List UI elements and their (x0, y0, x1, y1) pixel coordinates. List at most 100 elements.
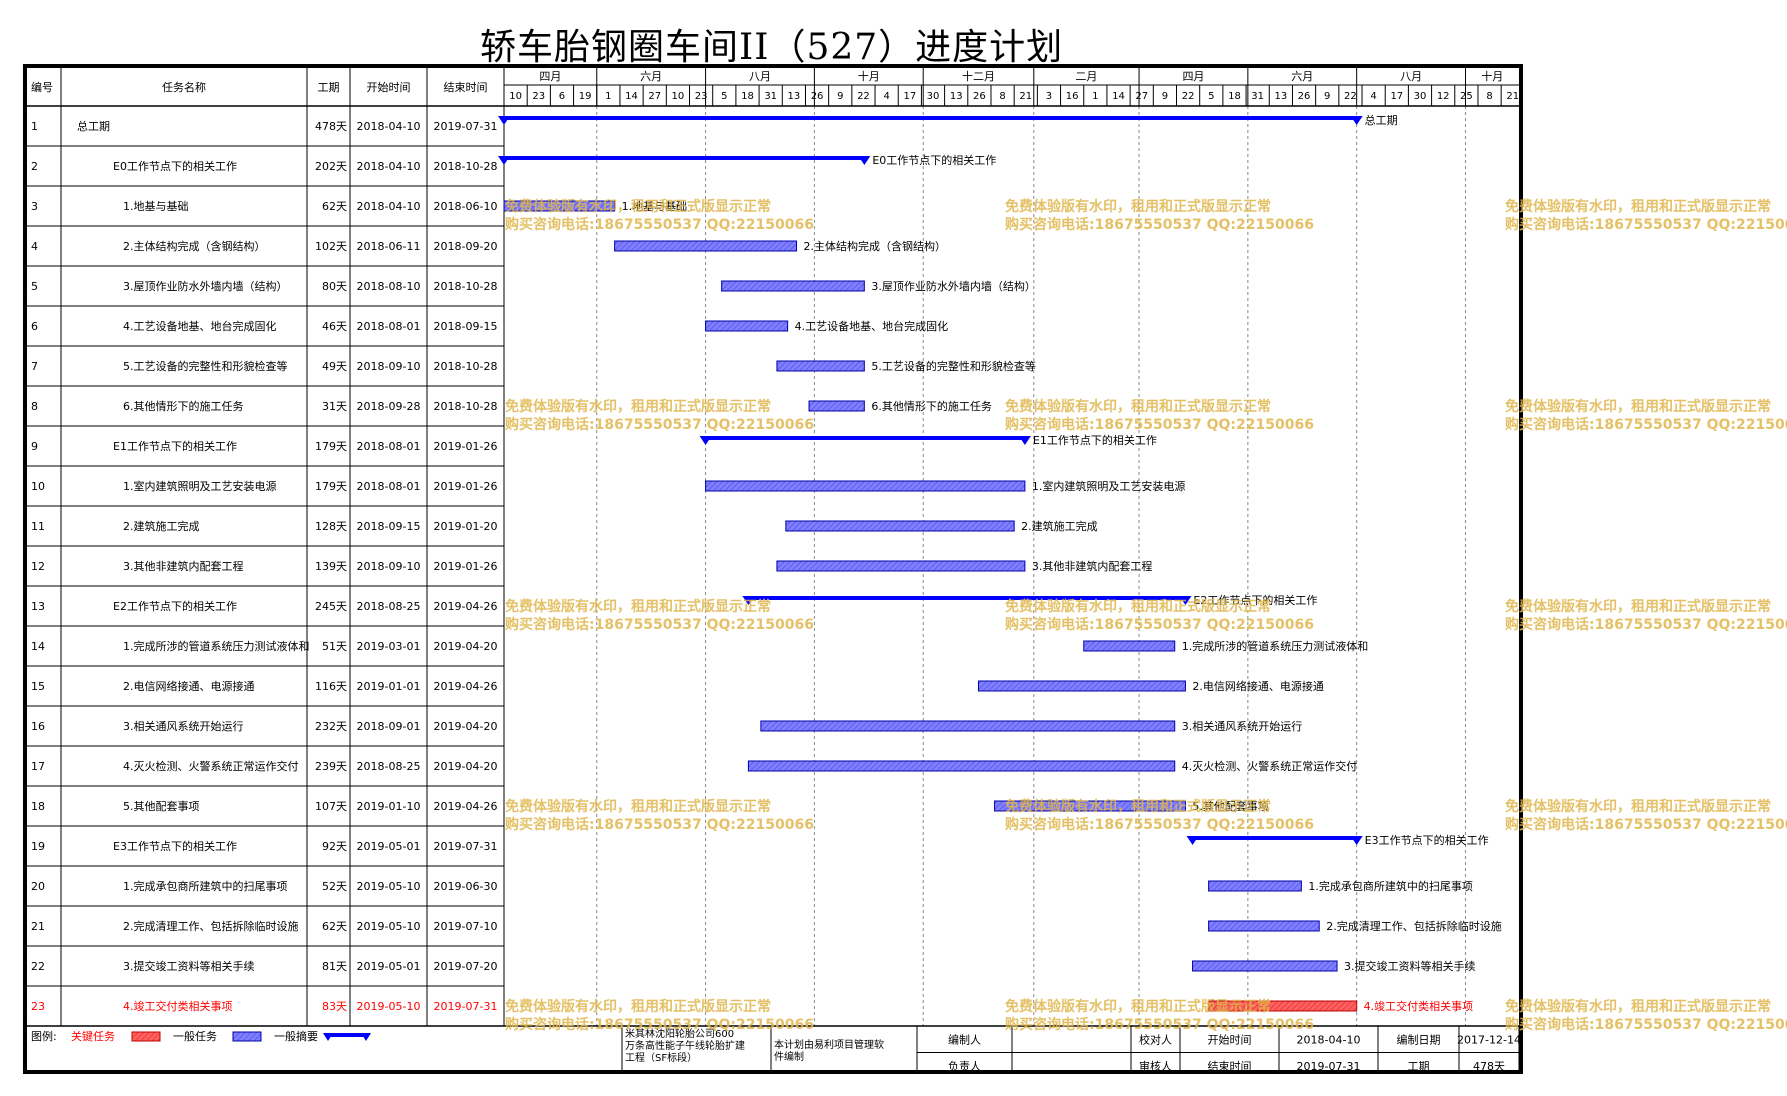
footer-compiler-label: 编制人 (948, 1032, 981, 1046)
task-duration: 92天 (322, 840, 347, 853)
day-label: 9 (1162, 91, 1168, 102)
task-duration: 107天 (315, 800, 347, 813)
bar-label: 1.地基与基础 (622, 200, 688, 213)
watermark-line-1: 免费体验版有水印，租用和正式版显示正常 (1505, 399, 1771, 415)
summary-start-marker (1186, 836, 1199, 845)
task-end: 2019-04-20 (434, 720, 498, 733)
task-row-5: 5 3.屋顶作业防水外墙内墙（结构） 80天 2018-08-10 2018-10-28… (31, 279, 1036, 293)
day-label: 17 (903, 91, 916, 102)
task-bar (776, 360, 865, 372)
day-label: 30 (927, 91, 940, 102)
footer-made-date-label: 编制日期 (1397, 1032, 1441, 1046)
task-start: 2018-09-10 (357, 560, 421, 573)
task-bar (760, 720, 1176, 732)
task-name: 4.工艺设备地基、地台完成固化 (123, 319, 277, 333)
task-id: 12 (31, 560, 45, 573)
footer-owner-label: 负责人 (948, 1059, 981, 1070)
day-label: 6 (559, 91, 565, 102)
bar-label: 2.电信网络接通、电源接通 (1192, 679, 1324, 693)
day-label: 23 (695, 91, 708, 102)
day-label: 14 (625, 91, 638, 102)
day-label: 23 (532, 91, 545, 102)
task-id: 15 (31, 680, 45, 693)
summary-start-marker (742, 596, 755, 605)
summary-end-marker (1179, 596, 1192, 605)
summary-end-marker (1350, 116, 1363, 125)
task-start: 2018-08-01 (357, 320, 421, 333)
task-bar (1083, 640, 1176, 652)
bar-label: 1.完成承包商所建筑中的扫尾事项 (1308, 879, 1473, 893)
bar-label: 2.完成清理工作、包括拆除临时设施 (1326, 919, 1502, 933)
task-name: 3.提交竣工资料等相关手续 (123, 959, 255, 973)
task-id: 17 (31, 760, 45, 773)
task-row-16: 16 3.相关通风系统开始运行 232天 2018-09-01 2019-04-20 3.… (31, 719, 1302, 733)
summary-start-marker (699, 436, 712, 445)
task-row-11: 11 2.建筑施工完成 128天 2018-09-15 2019-01-20 2.建筑施工… (31, 519, 1098, 533)
task-end: 2018-09-20 (434, 240, 498, 253)
task-id: 2 (31, 160, 38, 173)
bar-label: 5.其他配套事项 (1192, 800, 1269, 813)
day-label: 4 (883, 91, 889, 102)
day-label: 3 (1046, 91, 1052, 102)
summary-end-marker (1018, 436, 1031, 445)
task-bar (808, 400, 865, 412)
footer-end-value: 2019-07-31 (1297, 1060, 1361, 1070)
task-end: 2019-04-20 (434, 760, 498, 773)
task-bar (705, 480, 1026, 492)
task-duration: 51天 (322, 640, 347, 653)
legend-title: 图例: (31, 1029, 57, 1043)
watermark-line-1: 免费体验版有水印，租用和正式版显示正常 (1505, 199, 1771, 215)
bar-label: 4.竣工交付类相关事项 (1364, 999, 1474, 1013)
day-label: 26 (1298, 91, 1311, 102)
task-start: 2018-04-10 (357, 160, 421, 173)
day-label: 9 (1324, 91, 1330, 102)
task-id: 5 (31, 280, 38, 293)
month-label: 八月 (749, 70, 771, 83)
task-bar (1208, 1000, 1358, 1012)
day-label: 30 (1414, 91, 1427, 102)
watermark-line-2: 购买咨询电话:18675550537 QQ:22150066 (1505, 217, 1787, 233)
footer-company: 米其林沈阳轮胎公司600 万条高性能子午线轮胎扩建工程（SF标段） (625, 1027, 745, 1064)
legend-normal-label: 一般任务 (173, 1030, 217, 1043)
task-name: 2.主体结构完成（含钢结构） (123, 239, 266, 253)
task-name: 2.完成清理工作、包括拆除临时设施 (123, 919, 299, 933)
watermark-line-2: 购买咨询电话:18675550537 QQ:22150066 (1505, 817, 1787, 833)
task-duration: 139天 (315, 560, 347, 573)
task-duration: 31天 (322, 400, 347, 413)
month-label: 十二月 (962, 69, 995, 83)
task-bar (776, 560, 1026, 572)
legend-summary-label: 一般摘要 (274, 1029, 318, 1043)
task-duration: 62天 (322, 920, 347, 933)
task-end: 2019-01-26 (434, 440, 498, 453)
bar-label: 5.工艺设备的完整性和形貌检查等 (871, 359, 1036, 373)
task-start: 2018-06-11 (357, 240, 421, 253)
task-end: 2019-04-26 (434, 680, 498, 693)
task-start: 2019-01-01 (357, 680, 421, 693)
task-end: 2019-01-26 (434, 560, 498, 573)
task-id: 6 (31, 320, 38, 333)
header-id: 编号 (31, 80, 53, 94)
task-start: 2018-09-28 (357, 400, 421, 413)
task-start: 2018-04-10 (357, 120, 421, 133)
task-duration: 83天 (322, 1000, 347, 1013)
summary-start-marker (498, 116, 510, 125)
task-id: 3 (31, 200, 38, 213)
task-id: 20 (31, 880, 45, 893)
summary-start-marker (498, 156, 510, 165)
watermark-line-2: 购买咨询电话:18675550537 QQ:22150066 (1505, 417, 1787, 433)
task-id: 22 (31, 960, 45, 973)
task-id: 14 (31, 640, 45, 653)
task-row-7: 7 5.工艺设备的完整性和形貌检查等 49天 2018-09-10 2018-10-28… (31, 359, 1036, 373)
month-label: 四月 (539, 70, 561, 83)
task-row-3: 3 1.地基与基础 62天 2018-04-10 2018-06-10 1.地基与基础 (31, 200, 687, 213)
task-start: 2018-08-10 (357, 280, 421, 293)
summary-bar (748, 596, 1186, 600)
task-id: 1 (31, 120, 38, 133)
watermark-text: 免费体验版有水印，租用和正式版显示正常 购买咨询电话:18675550537 QQ… (1505, 798, 1787, 834)
task-row-8: 8 6.其他情形下的施工任务 31天 2018-09-28 2018-10-28 6.其他… (31, 399, 992, 413)
task-end: 2019-07-10 (434, 920, 498, 933)
summary-end-marker (1350, 836, 1363, 845)
task-row-23: 23 4.竣工交付类相关事项 83天 2019-05-10 2019-07-31 4.竣工… (31, 999, 1473, 1013)
watermark-line-1: 免费体验版有水印，租用和正式版显示正常 (1505, 799, 1771, 815)
task-start: 2019-01-10 (357, 800, 421, 813)
